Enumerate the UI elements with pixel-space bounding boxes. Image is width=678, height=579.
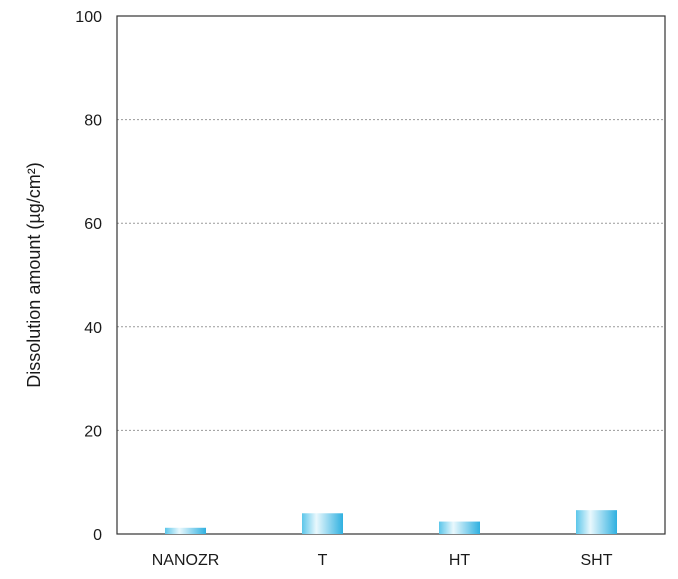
bar-ht xyxy=(439,521,480,534)
x-category-label: HT xyxy=(449,552,471,569)
y-axis-title: Dissolution amount (µg/cm²) xyxy=(24,162,44,387)
x-category-label: NANOZR xyxy=(152,552,220,569)
x-category-label: T xyxy=(318,552,328,569)
bar-t xyxy=(302,513,343,534)
plot-frame xyxy=(116,15,666,535)
bar-sht xyxy=(576,510,617,534)
y-axis-ticks: 0 20 40 60 80 100 xyxy=(75,9,102,544)
bar-nanozr xyxy=(165,527,206,534)
bars xyxy=(165,510,617,534)
y-tick-label: 40 xyxy=(84,320,102,337)
grid-lines xyxy=(117,119,665,431)
y-tick-label: 100 xyxy=(75,9,102,26)
y-tick-label: 60 xyxy=(84,216,102,233)
y-tick-label: 20 xyxy=(84,423,102,440)
x-category-label: SHT xyxy=(581,552,613,569)
x-axis-categories: NANOZR T HT SHT xyxy=(152,552,613,569)
y-tick-label: 80 xyxy=(84,113,102,130)
y-tick-label: 0 xyxy=(93,527,102,544)
